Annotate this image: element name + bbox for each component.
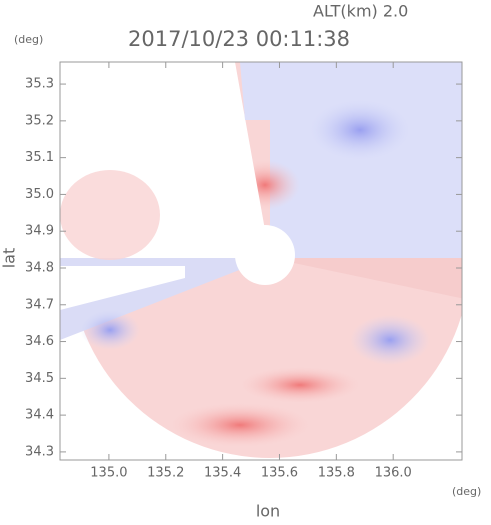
y-tick-label: 34.6 [25, 334, 54, 349]
y-axis-label: lat [0, 248, 19, 269]
y-tick-label: 35.2 [25, 113, 54, 128]
y-tick-label: 34.7 [25, 297, 54, 312]
y-tick-label: 35.1 [25, 150, 54, 165]
x-unit: (deg) [452, 485, 481, 498]
x-tick-label: 135.2 [147, 466, 184, 481]
x-tick-label: 135.0 [90, 466, 127, 481]
y-unit: (deg) [14, 33, 43, 46]
y-tick-label: 34.3 [25, 444, 54, 459]
y-tick-label: 35.3 [25, 77, 54, 92]
y-tick-label: 34.4 [25, 408, 54, 423]
x-tick-label: 135.4 [204, 466, 241, 481]
chart-title: 2017/10/23 00:11:38 [128, 27, 350, 51]
y-tick-label: 34.9 [25, 224, 54, 239]
x-tick-label: 136.0 [375, 466, 412, 481]
x-tick-label: 135.8 [318, 466, 355, 481]
y-tick-label: 34.5 [25, 371, 54, 386]
y-tick-label: 34.8 [25, 260, 54, 275]
radar-field [60, 62, 462, 458]
subtitle: ALT(km) 2.0 [313, 2, 408, 21]
x-axis-label: lon [256, 502, 280, 521]
y-tick-label: 35.0 [25, 187, 54, 202]
plot-frame [59, 61, 463, 461]
x-tick-label: 135.6 [261, 466, 298, 481]
